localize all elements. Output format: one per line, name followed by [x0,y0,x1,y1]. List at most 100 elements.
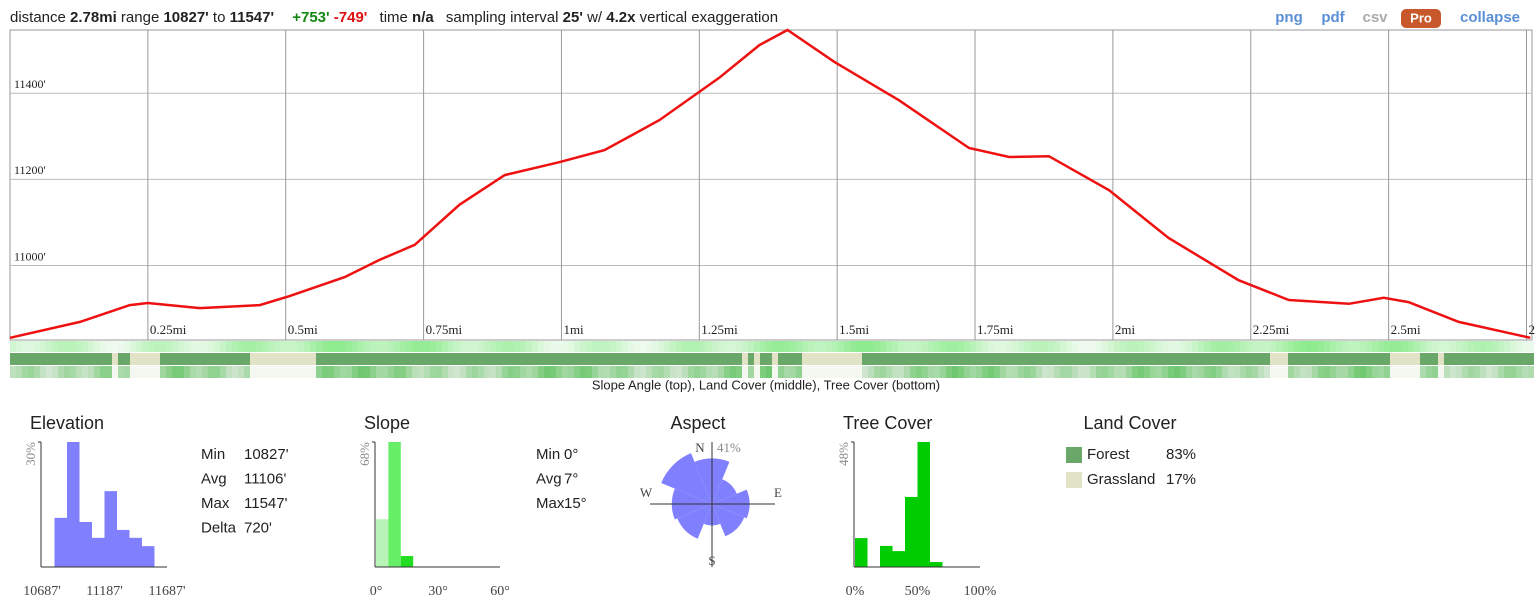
treecover-cell [160,366,166,378]
treecover-cell [1510,366,1516,378]
slope-cell [508,341,514,352]
treecover-cell [1378,366,1384,378]
treecover-cell [184,366,190,378]
stat-value: 720' [244,519,272,536]
treecover-cell [652,366,658,378]
slope-cell [292,341,298,352]
landcover-cell [88,353,94,365]
slope-cell [982,341,988,352]
landcover-cell [1492,353,1498,365]
treecover-cell [1318,366,1324,378]
slope-cell [166,341,172,352]
x-tick-label: 30° [428,584,448,599]
treecover-cell [202,366,208,378]
treecover-cell [76,366,82,378]
landcover-cell [892,353,898,365]
pdf-button[interactable]: pdf [1321,9,1345,26]
treecover-cell [994,366,1000,378]
histogram-bar [855,538,868,567]
landcover-cell [22,353,28,365]
landcover-cell [490,353,496,365]
landcover-cell [352,353,358,365]
collapse-button[interactable]: collapse [1460,9,1520,26]
slope-cell [1240,341,1246,352]
landcover-cell [514,353,520,365]
slope-cell [1228,341,1234,352]
landcover-cell [916,353,922,365]
slope-cell [1126,341,1132,352]
landcover-cell [298,353,304,365]
slope-cell [826,341,832,352]
landcover-cell [292,353,298,365]
slope-cell [346,341,352,352]
treecover-cell [418,366,424,378]
treecover-cell [10,366,16,378]
treecover-cell [1264,366,1270,378]
landcover-cell [1486,353,1492,365]
landcover-cell [1048,353,1054,365]
treecover-cell [1132,366,1138,378]
landcover-cell [136,353,142,365]
landcover-cell [1420,353,1426,365]
landcover-cell [538,353,544,365]
slope-cell [1072,341,1078,352]
treecover-cell [70,366,76,378]
landcover-cell [232,353,238,365]
treecover-cell [40,366,46,378]
treecover-cell [1240,366,1246,378]
landcover-cell [316,353,322,365]
slope-cell [1036,341,1042,352]
slope-cell [592,341,598,352]
landcover-cell [808,353,814,365]
elevation-line [9,28,1531,340]
slope-cell [46,341,52,352]
slope-cell [754,341,760,352]
treecover-cell [886,366,892,378]
slope-cell [322,341,328,352]
slope-cell [1510,341,1516,352]
histogram-bar [880,545,893,567]
treecover-cell [1066,366,1072,378]
treecover-cell [1342,366,1348,378]
treecover-cell [1030,366,1036,378]
histogram-bar [104,491,117,567]
csv-button[interactable]: csv [1362,9,1388,26]
histogram-bar [892,551,905,567]
landcover-cell [1084,353,1090,365]
slope-cell [730,341,736,352]
landcover-cell [682,353,688,365]
treecover-cell [256,366,262,378]
landcover-cell [772,353,778,365]
slope-cell [214,341,220,352]
landcover-cell [844,353,850,365]
treecover-cell [1216,366,1222,378]
treecover-cell [172,366,178,378]
slope-cell [1342,341,1348,352]
stat-label: Max [201,495,230,512]
landcover-cell [1144,353,1150,365]
slope-cell [490,341,496,352]
landcover-cell [40,353,46,365]
slope-cell [616,341,622,352]
treecover-cell [928,366,934,378]
slope-cell [1222,341,1228,352]
slope-cell [208,341,214,352]
png-button[interactable]: png [1275,9,1303,26]
pro-badge[interactable] [1401,9,1441,28]
slope-cell [1066,341,1072,352]
slope-cell [340,341,346,352]
treecover-cell [874,366,880,378]
landcover-cell [388,353,394,365]
slope-cell [694,341,700,352]
treecover-cell [1072,366,1078,378]
treecover-cell [88,366,94,378]
slope-cell [100,341,106,352]
treecover-cell [694,366,700,378]
slope-cell [736,341,742,352]
slope-cell [1216,341,1222,352]
pro-label[interactable]: Pro [1410,10,1432,25]
landcover-cell [340,353,346,365]
landcover-cell [484,353,490,365]
landcover-cell [862,353,868,365]
